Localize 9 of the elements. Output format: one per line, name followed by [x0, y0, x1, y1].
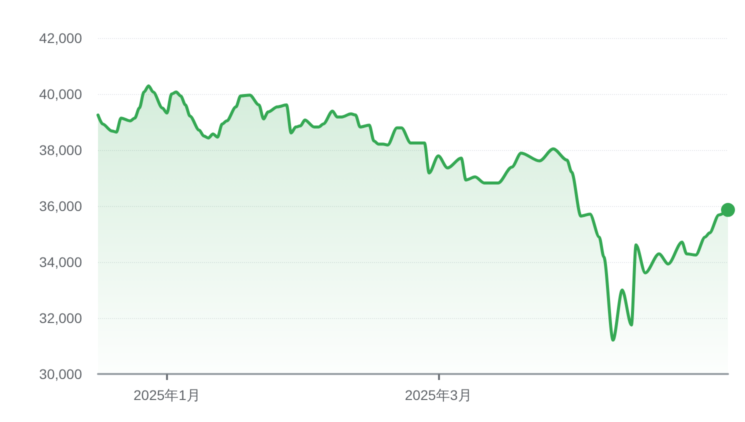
- y-tick-label: 38,000: [39, 142, 82, 158]
- y-tick-label: 30,000: [39, 366, 82, 382]
- x-tick-label: 2025年3月: [404, 387, 472, 403]
- y-tick-label: 34,000: [39, 254, 82, 270]
- x-tick-label: 2025年1月: [134, 387, 200, 403]
- y-tick-label: 42,000: [39, 30, 82, 46]
- y-tick-label: 36,000: [39, 198, 82, 214]
- y-tick-label: 32,000: [39, 310, 82, 326]
- y-tick-label: 40,000: [39, 86, 82, 102]
